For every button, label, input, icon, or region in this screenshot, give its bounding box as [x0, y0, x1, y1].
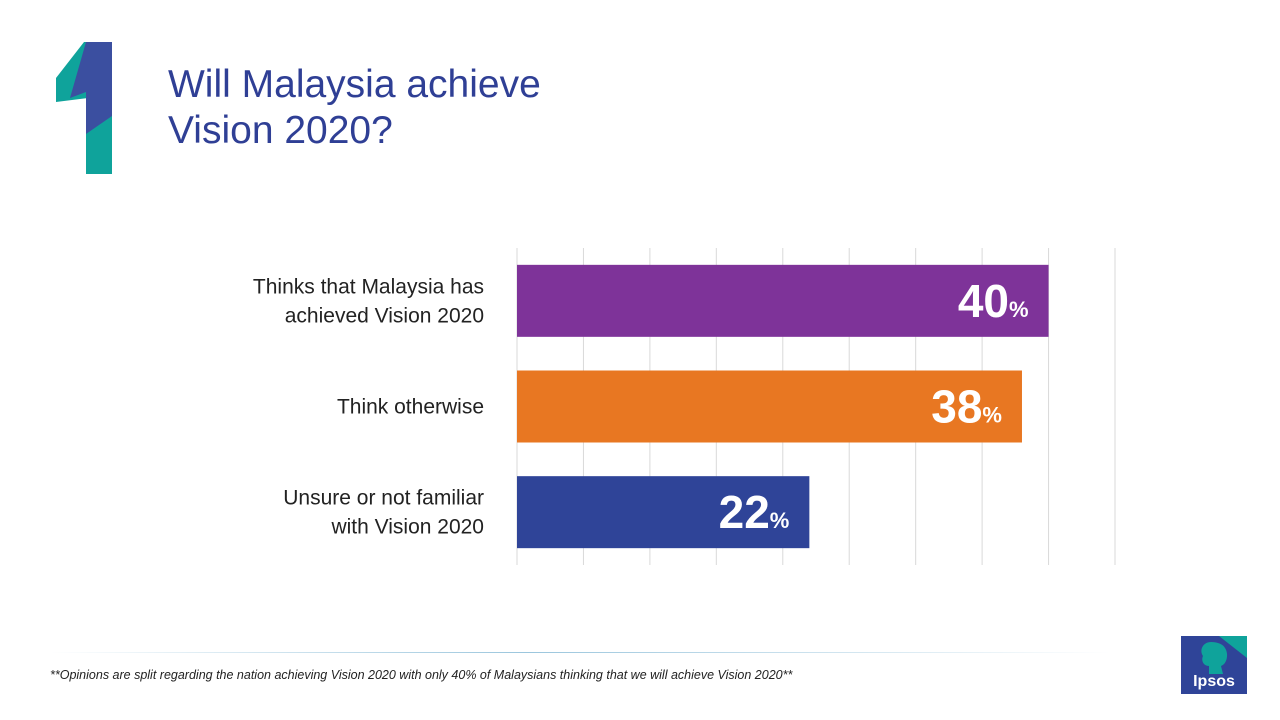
- category-label: achieved Vision 2020: [285, 304, 484, 327]
- category-label: Thinks that Malaysia has: [253, 275, 484, 298]
- ipsos-logo-text-box: Ipsos: [1181, 636, 1247, 694]
- footnote: **Opinions are split regarding the natio…: [50, 668, 792, 682]
- category-label: with Vision 2020: [330, 516, 484, 539]
- footer-divider: [50, 652, 1110, 653]
- ipsos-logo-text: Ipsos: [1181, 673, 1247, 691]
- category-label: Unsure or not familiar: [283, 487, 484, 510]
- category-label: Think otherwise: [337, 396, 484, 419]
